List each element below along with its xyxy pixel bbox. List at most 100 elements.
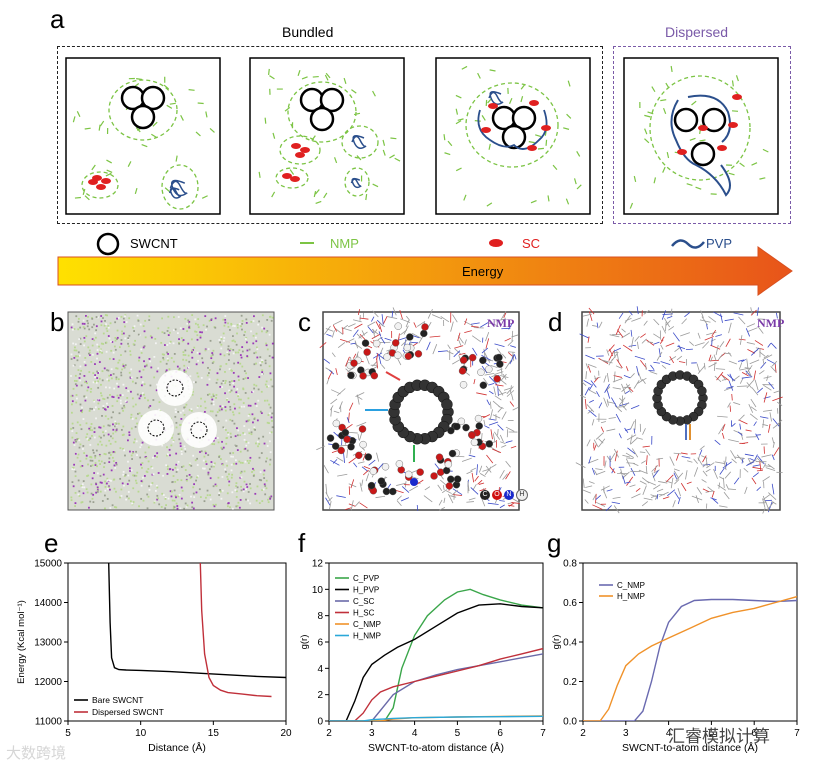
solvent-atom — [222, 463, 225, 466]
solvent-bond — [492, 433, 496, 443]
solvent-bond — [499, 375, 509, 379]
solvent-atom — [199, 334, 202, 337]
solvent-bond — [384, 337, 392, 341]
solvent-bond — [471, 335, 482, 343]
solvent-bond — [499, 500, 505, 502]
solvent-bond — [603, 375, 607, 383]
solvent-atom — [191, 351, 193, 354]
solvent-bond — [666, 474, 674, 483]
nmp-molecule — [644, 138, 650, 144]
nmp-molecule — [134, 187, 138, 195]
solvent-atom — [235, 343, 238, 346]
solvent-atom — [234, 340, 237, 343]
nmp-molecule — [314, 189, 320, 195]
solvent-atom — [243, 448, 246, 451]
solvent-atom — [194, 318, 197, 321]
nmp-molecule — [735, 75, 739, 82]
nmp-molecule — [297, 69, 301, 77]
solvent-bond — [585, 354, 595, 360]
solvent-atom — [232, 411, 234, 414]
solvent-bond — [587, 363, 597, 368]
solvent-bond — [712, 498, 719, 504]
solvent-bond — [746, 379, 755, 389]
solvent-atom — [249, 456, 252, 459]
solvent-atom — [270, 431, 273, 434]
solvent-atom — [106, 487, 109, 490]
sc-molecule — [291, 143, 301, 149]
solvent-atom — [248, 432, 251, 435]
solvent-atom — [230, 322, 233, 325]
solvent-atom — [185, 370, 187, 373]
solvent-atom — [174, 328, 177, 331]
solvent-atom — [262, 435, 265, 438]
solvent-bond — [613, 448, 619, 458]
solvent-atom — [122, 363, 124, 366]
solvent-atom — [141, 441, 144, 444]
solvent-atom — [165, 464, 168, 467]
solvent-bond — [488, 390, 494, 395]
solvent-atom — [85, 335, 88, 338]
solvent-bond — [659, 493, 665, 496]
solvent-atom — [223, 324, 226, 327]
solvent-atom — [122, 447, 124, 450]
solvent-atom — [210, 318, 213, 320]
solvent-atom — [120, 428, 123, 431]
solvent-atom — [139, 446, 142, 449]
nmp-molecule — [289, 169, 295, 175]
solvent-bond — [611, 397, 618, 408]
solvent-atom — [255, 346, 258, 349]
solvent-atom — [247, 397, 250, 400]
solvent-atom — [224, 470, 227, 473]
solvent-atom — [186, 322, 189, 325]
solvent-atom — [196, 338, 199, 341]
solvent-atom — [129, 353, 132, 356]
nmp-molecule — [175, 155, 178, 162]
solvent-atom — [90, 361, 93, 363]
solvent-atom — [189, 477, 192, 480]
solvent-atom — [70, 499, 73, 502]
solvent-bond — [621, 383, 626, 395]
solvent-atom — [174, 480, 177, 483]
bundled-title: Bundled — [282, 24, 334, 40]
solvent-atom — [232, 324, 234, 327]
solvent-bond — [722, 461, 732, 469]
solvent-atom — [94, 332, 97, 335]
solvent-bond — [762, 419, 765, 428]
solvent-atom — [210, 396, 213, 398]
solvent-atom — [258, 320, 261, 323]
solvent-bond — [625, 383, 632, 394]
solvent-bond — [622, 471, 630, 479]
solvent-atom — [224, 321, 227, 324]
solvent-bond — [354, 340, 359, 349]
solvent-atom — [107, 369, 110, 372]
solvent-bond — [485, 338, 490, 349]
solvent-atom — [191, 393, 194, 396]
solvent-bond — [718, 425, 725, 435]
solvent-atom — [77, 317, 80, 320]
solvent-atom — [107, 326, 110, 329]
solvent-bond — [452, 314, 458, 323]
solvent-atom — [196, 351, 199, 354]
solvent-atom — [264, 399, 266, 402]
solvent-atom — [113, 487, 116, 490]
solvent-bond — [346, 449, 348, 459]
solvent-bond — [711, 490, 715, 498]
solvent-atom — [106, 479, 109, 482]
x-tick-label: 3 — [369, 728, 375, 739]
panel-c-box — [322, 311, 520, 511]
solvent-atom — [77, 355, 80, 358]
solvent-atom — [90, 423, 93, 425]
solvent-atom — [156, 486, 159, 489]
solvent-bond — [642, 485, 647, 496]
solvent-atom — [155, 484, 158, 487]
solvent-atom — [117, 396, 120, 399]
solvent-atom — [74, 383, 77, 386]
solvent-bond — [746, 382, 753, 389]
solvent-atom — [243, 405, 246, 408]
solvent-atom — [188, 325, 191, 328]
solvent-atom — [123, 484, 125, 487]
molecule-atom — [447, 426, 455, 435]
molecule-atom — [404, 352, 413, 360]
solvent-atom — [130, 413, 133, 416]
solvent-atom — [85, 457, 88, 460]
